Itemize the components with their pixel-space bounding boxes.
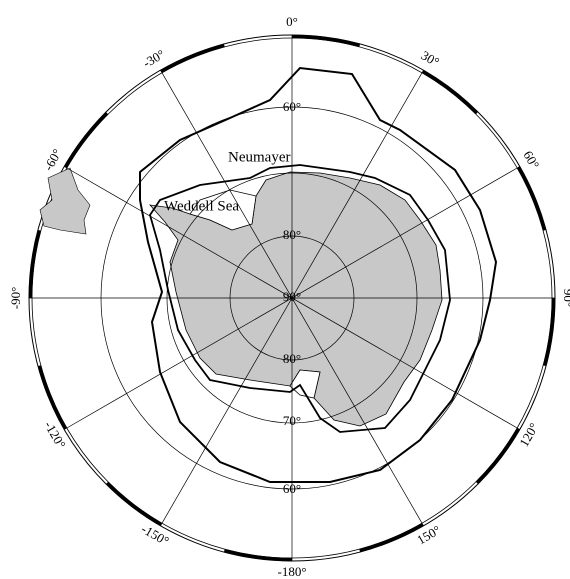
latitude-label: 60°	[283, 481, 301, 496]
longitude-label: 60°	[520, 148, 542, 171]
frame-arc	[516, 166, 547, 231]
longitude-label: -120°	[41, 418, 69, 451]
longitude-label: -90°	[8, 287, 23, 310]
latitude-label: 80°	[283, 351, 301, 366]
meridian	[160, 70, 424, 526]
latitude-label: 60°	[283, 99, 301, 114]
sea-ice-edge-outer	[139, 66, 498, 483]
latitude-label: 80°	[283, 227, 301, 242]
place-label: Neumayer	[228, 149, 290, 165]
longitude-label: 30°	[419, 47, 442, 69]
south-america	[39, 167, 91, 235]
ronne-ice-shelf	[189, 189, 257, 231]
longitude-label: 120°	[516, 420, 541, 449]
latitude-label: 90°	[283, 289, 301, 304]
ross-ice-shelf	[289, 369, 321, 399]
latitude-label: 70°	[283, 413, 301, 428]
place-label: Weddell Sea	[164, 198, 239, 214]
longitude-label: 0°	[286, 14, 298, 29]
frame-arc	[105, 481, 163, 526]
longitude-label: -180°	[277, 564, 306, 579]
frame-arc	[223, 548, 293, 562]
frame-arcs	[28, 34, 556, 562]
longitude-label: -60°	[40, 146, 64, 173]
frame-arc	[160, 43, 225, 74]
frame-arc	[37, 365, 68, 430]
labels: 0°30°60°90°120°150°-180°-150°-120°-90°-6…	[8, 14, 570, 579]
frame-arc	[28, 229, 42, 299]
frame-arc	[475, 427, 520, 485]
longitude-label: -30°	[140, 46, 167, 70]
longitude-label: 90°	[561, 289, 570, 307]
frame-arc	[64, 111, 109, 169]
sea-ice-edge-inner	[149, 164, 451, 433]
frame-arc	[421, 70, 479, 115]
frame-arc	[542, 297, 556, 367]
frame-arc	[291, 34, 361, 48]
frame-arc	[359, 522, 424, 553]
meridians	[29, 35, 555, 561]
longitude-label: -150°	[139, 521, 172, 549]
